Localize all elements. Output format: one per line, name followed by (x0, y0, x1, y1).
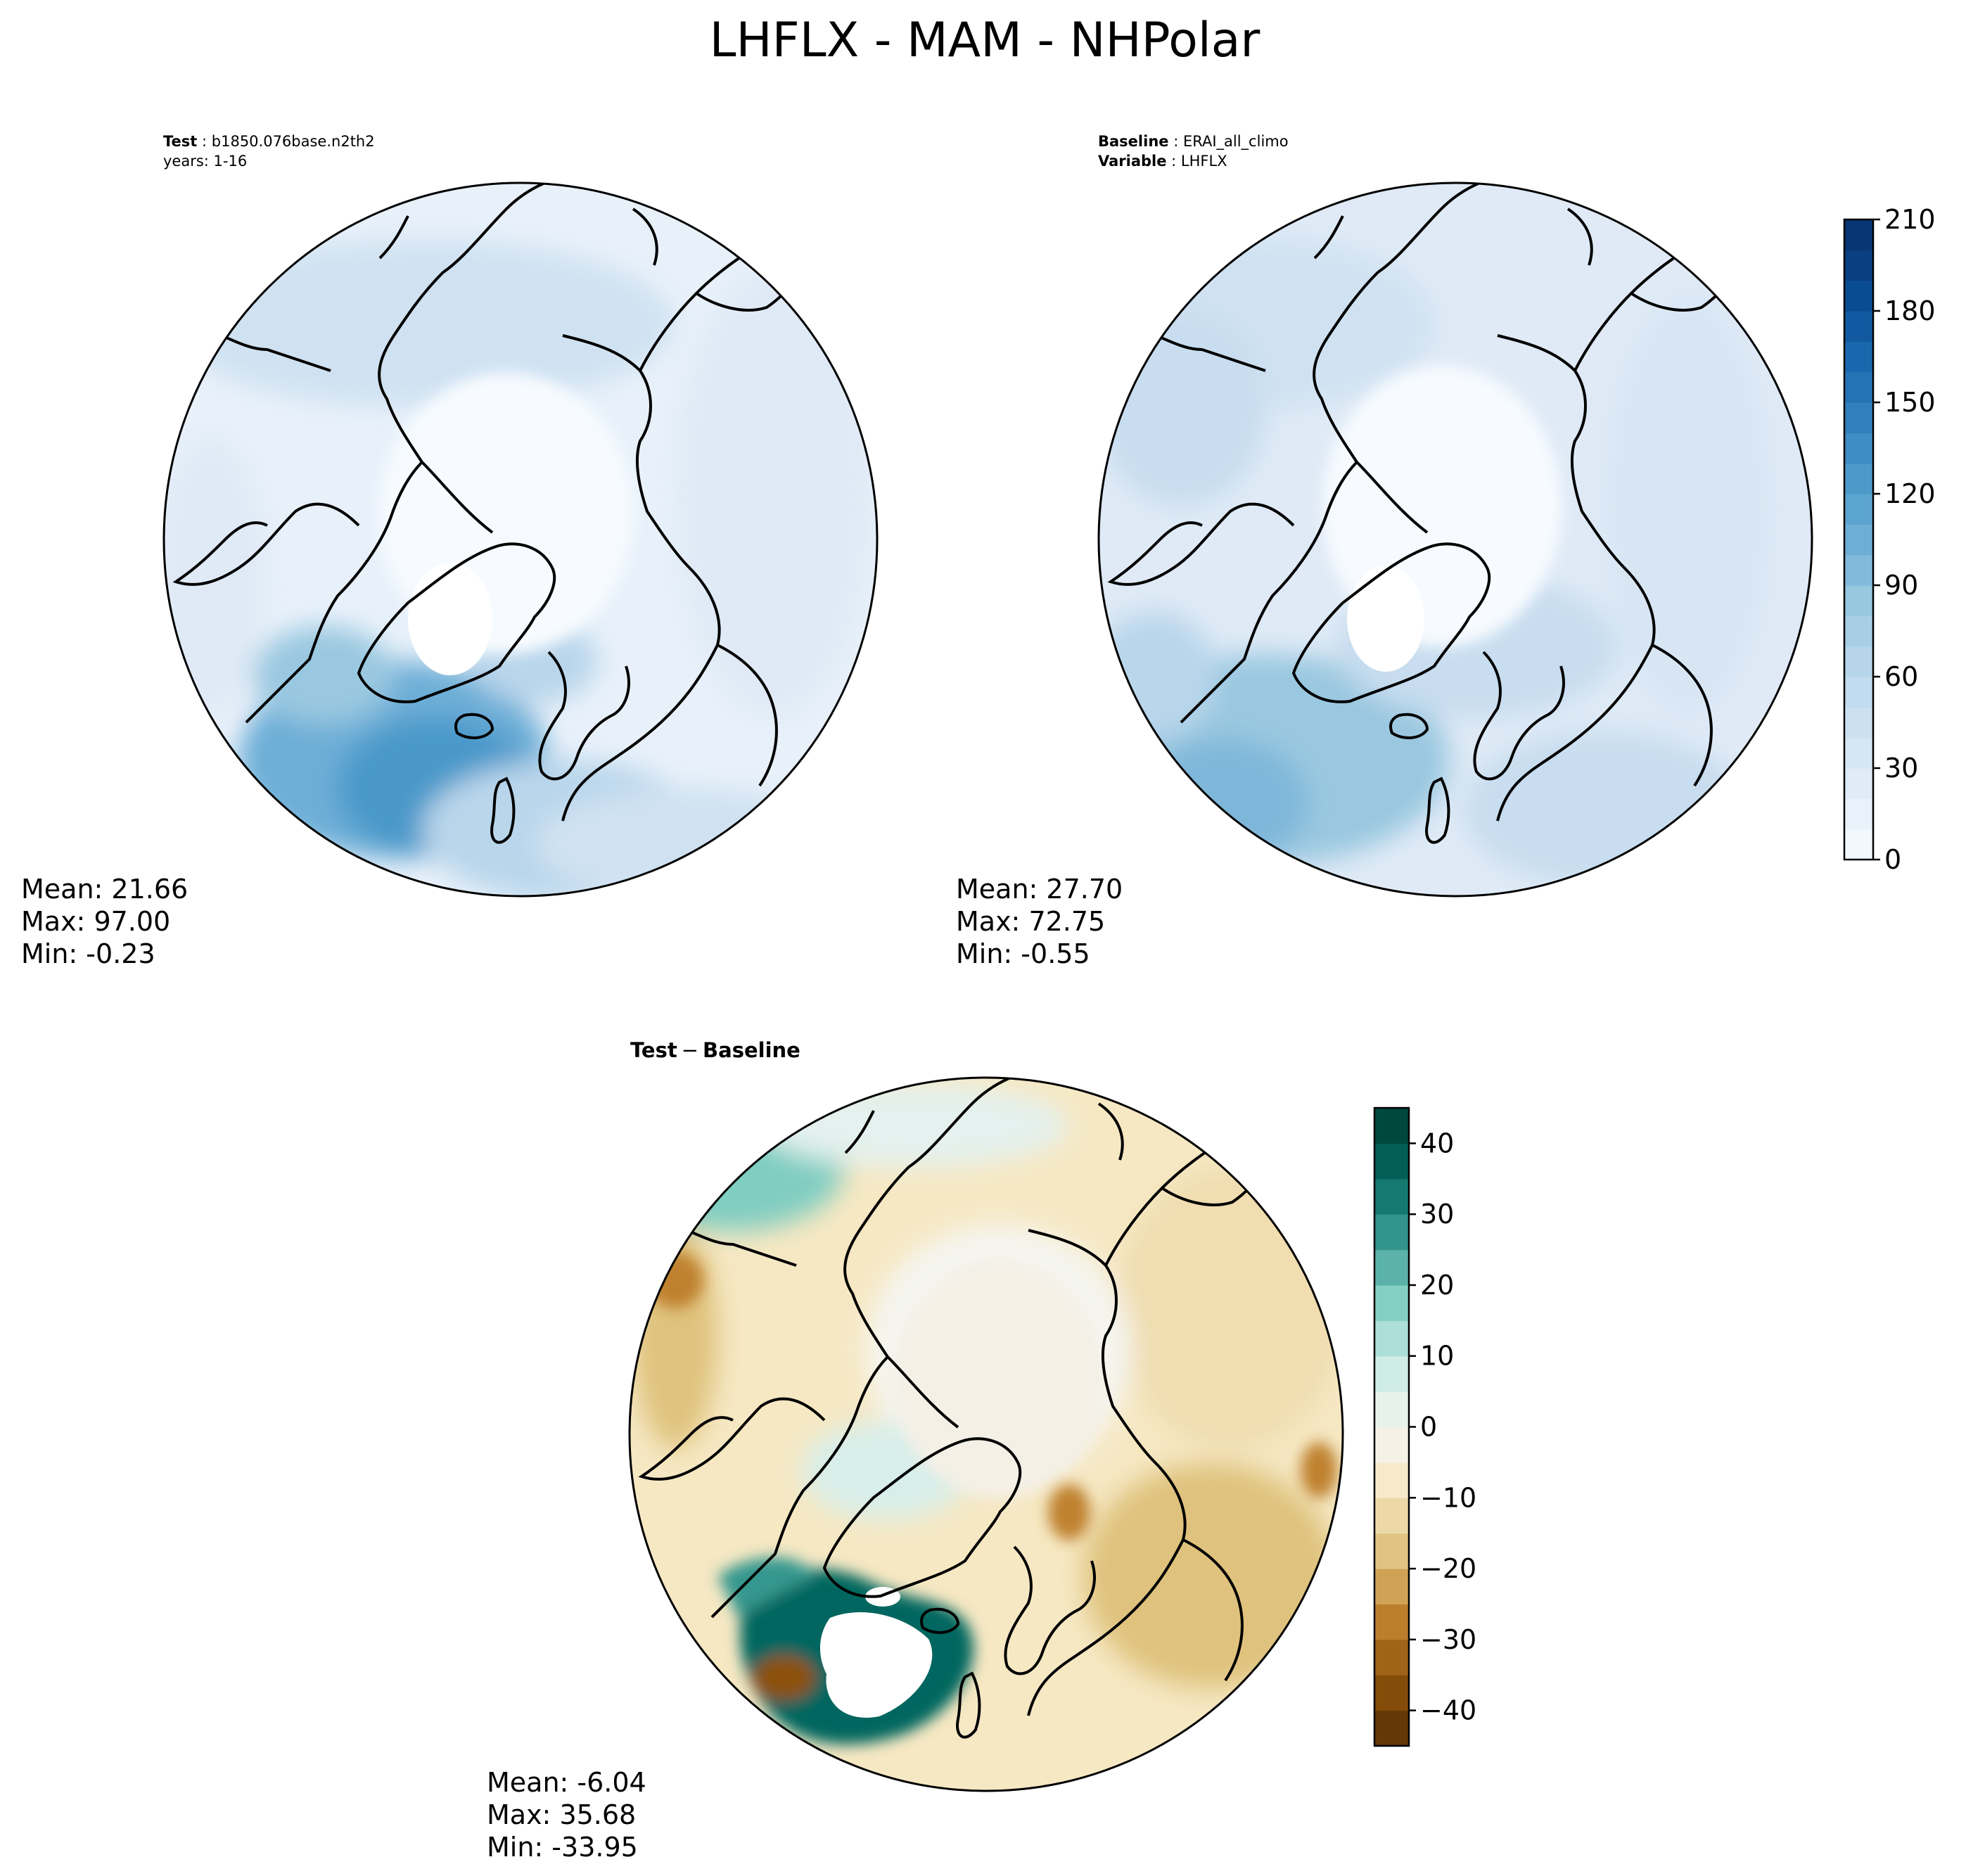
colorbar-blues-bin (1844, 737, 1873, 769)
diff-mean: Mean: -6.04 (487, 1767, 646, 1798)
colorbar-blues-bin (1844, 829, 1873, 860)
colorbar-brbg-bin (1374, 1143, 1409, 1180)
colorbar-brbg-tick-label: 20 (1420, 1270, 1454, 1301)
colorbar-blues-tick-label: 210 (1884, 204, 1936, 235)
colorbar-brbg-bin (1374, 1639, 1409, 1676)
test-label-value: b1850.076base.n2th2 (212, 133, 375, 150)
variable-label: Variable : LHFLX (1098, 153, 1227, 170)
colorbar-brbg-bin (1374, 1214, 1409, 1251)
colorbar-blues-tick-label: 180 (1884, 295, 1936, 326)
colorbar-blues-bin (1844, 433, 1873, 464)
test-label: Test : b1850.076base.n2th2 (163, 133, 375, 150)
colorbar-brbg-bin (1374, 1533, 1409, 1569)
colorbar-blues-bin (1844, 768, 1873, 799)
colorbar-brbg-bin (1374, 1462, 1409, 1498)
baseline-label-bold: Baseline (1098, 133, 1169, 150)
colorbar-blues-bin (1844, 494, 1873, 525)
diff-title: Test − Baseline (630, 1038, 800, 1062)
colorbar-blues-tick-label: 30 (1884, 753, 1918, 784)
test-max: Max: 97.00 (21, 906, 170, 937)
colorbar-brbg-bin (1374, 1675, 1409, 1711)
colorbar-brbg-bin (1374, 1249, 1409, 1286)
colorbar-blues-tick-label: 150 (1884, 387, 1936, 418)
colorbar-blues-tick-label: 90 (1884, 570, 1918, 601)
panel-test: Test : b1850.076base.n2th2 years: 1-16 M… (21, 133, 879, 969)
colorbar-blues: 0 30 60 90 120 150 180 210 (1843, 204, 1936, 875)
colorbar-brbg-bin (1374, 1391, 1409, 1428)
colorbar-blues-bin (1844, 798, 1873, 830)
difference-map (630, 1078, 1343, 1791)
colorbar-brbg-bin (1374, 1284, 1409, 1321)
variable-label-value: LHFLX (1181, 153, 1227, 170)
variable-label-bold: Variable (1098, 153, 1166, 170)
panel-difference: Test − Baseline (487, 1038, 1344, 1863)
colorbar-brbg-bin (1374, 1108, 1409, 1144)
colorbar-brbg-bin (1374, 1178, 1409, 1215)
colorbar-blues-bin (1844, 707, 1873, 739)
colorbar-blues-bin (1844, 219, 1873, 250)
baseline-label-value: ERAI_all_climo (1183, 133, 1289, 151)
colorbar-brbg-tick-label: −20 (1420, 1553, 1476, 1584)
colorbar-brbg-bin (1374, 1710, 1409, 1747)
colorbar-blues-frame (1843, 218, 1875, 861)
colorbar-blues-bin (1844, 677, 1873, 708)
colorbar-blues-bin (1844, 615, 1873, 647)
diff-min: Min: -33.95 (487, 1832, 638, 1863)
colorbar-brbg-bin (1374, 1569, 1409, 1605)
colorbar-brbg-bin (1374, 1498, 1409, 1534)
colorbar-brbg-tick-label: 10 (1420, 1341, 1454, 1372)
baseline-min: Min: -0.55 (956, 938, 1090, 969)
colorbar-blues-bin (1844, 463, 1873, 494)
colorbar-blues-bin (1844, 646, 1873, 677)
colorbar-blues-bin (1844, 311, 1873, 342)
colorbar-blues-bin (1844, 280, 1873, 312)
baseline-mean: Mean: 27.70 (956, 874, 1123, 905)
colorbar-brbg: 40 30 20 10 0 −10 −20 −30 −40 (1373, 1106, 1476, 1747)
diff-title-sep: − (682, 1038, 698, 1062)
test-mean: Mean: 21.66 (21, 874, 188, 905)
baseline-label: Baseline : ERAI_all_climo (1098, 133, 1289, 151)
colorbar-brbg-bin (1374, 1320, 1409, 1357)
colorbar-brbg-tick-label: −30 (1420, 1624, 1476, 1655)
panel-baseline: Baseline : ERAI_all_climo Variable : LHF… (956, 133, 1813, 969)
diff-title-left: Test (630, 1038, 677, 1062)
test-label-bold: Test (163, 133, 197, 150)
baseline-max: Max: 72.75 (956, 906, 1105, 937)
colorbar-blues-bin (1844, 371, 1873, 403)
colorbar-brbg-bin (1374, 1604, 1409, 1640)
colorbar-blues-bin (1844, 524, 1873, 556)
test-min: Min: -0.23 (21, 938, 155, 969)
colorbar-blues-bin (1844, 402, 1873, 433)
diff-max: Max: 35.68 (487, 1799, 636, 1830)
colorbar-brbg-bin (1374, 1427, 1409, 1463)
colorbar-blues-bin (1844, 341, 1873, 373)
colorbar-brbg-bin (1374, 1355, 1409, 1392)
colorbar-brbg-tick-label: −10 (1420, 1482, 1476, 1513)
colorbar-blues-tick-label: 60 (1884, 661, 1918, 692)
colorbar-brbg-tick-label: 0 (1420, 1412, 1437, 1443)
colorbar-blues-bin (1844, 585, 1873, 616)
colorbar-brbg-tick-label: −40 (1420, 1695, 1476, 1726)
colorbar-blues-tick-label: 0 (1884, 844, 1901, 875)
colorbar-brbg-tick-label: 30 (1420, 1199, 1454, 1230)
figure-title: LHFLX - MAM - NHPolar (710, 13, 1260, 68)
test-label-line2: years: 1-16 (163, 153, 247, 170)
colorbar-blues-tick-label: 120 (1884, 478, 1936, 509)
colorbar-brbg-tick-label: 40 (1420, 1128, 1454, 1159)
diff-title-right: Baseline (703, 1038, 800, 1062)
colorbar-blues-bin (1844, 250, 1873, 281)
colorbar-blues-bin (1844, 554, 1873, 586)
